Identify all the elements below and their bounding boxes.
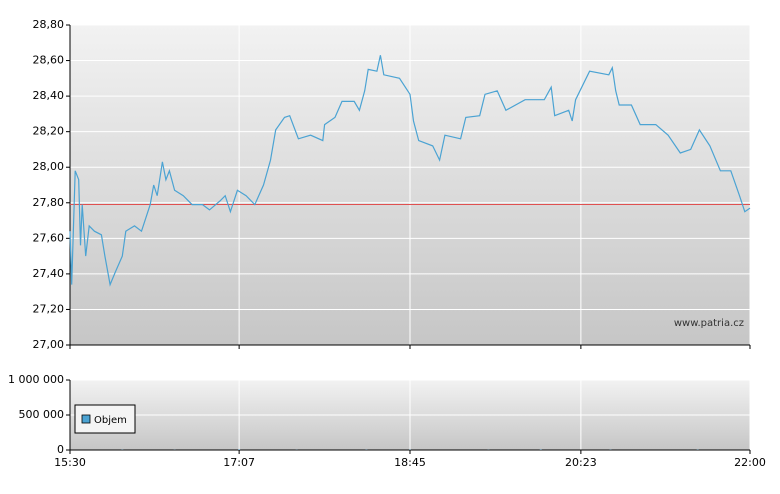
x-tick-label: 22:00 <box>734 456 766 469</box>
y-tick-label: 27,00 <box>33 338 65 351</box>
y-tick-label: 28,40 <box>33 89 65 102</box>
y-tick-label: 27,80 <box>33 196 65 209</box>
y-tick-label: 500 000 <box>19 408 65 421</box>
x-tick-label: 18:45 <box>394 456 426 469</box>
legend-label: Objem <box>94 415 127 426</box>
legend-swatch <box>82 415 90 423</box>
y-tick-label: 27,60 <box>33 231 65 244</box>
y-tick-label: 27,20 <box>33 302 65 315</box>
y-tick-label: 27,40 <box>33 267 65 280</box>
y-tick-label: 28,20 <box>33 125 65 138</box>
x-tick-label: 20:23 <box>565 456 597 469</box>
y-tick-label: 28,00 <box>33 160 65 173</box>
x-tick-label: 17:07 <box>223 456 255 469</box>
y-tick-label: 28,60 <box>33 54 65 67</box>
watermark: www.patria.cz <box>674 318 744 329</box>
y-tick-label: 28,80 <box>33 18 65 31</box>
x-tick-label: 15:30 <box>54 456 86 469</box>
y-tick-label: 0 <box>57 443 64 456</box>
y-tick-label: 1 000 000 <box>8 373 64 386</box>
